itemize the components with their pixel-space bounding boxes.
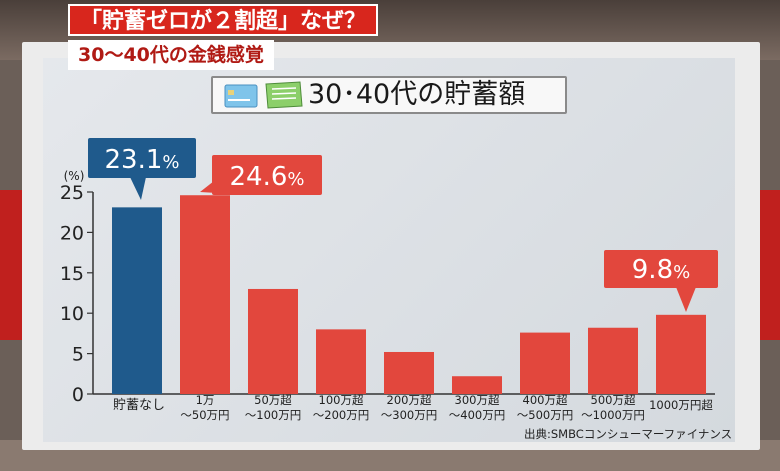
bar-1 <box>180 195 230 394</box>
x-tick-label-6-1: 〜500万円 <box>517 408 573 422</box>
x-tick-label-5-1: 〜400万円 <box>449 408 505 422</box>
y-tick-label: 5 <box>72 344 84 366</box>
x-tick-label-5-0: 300万超 <box>455 393 500 407</box>
x-tick-label-3-1: 〜200万円 <box>313 408 369 422</box>
y-tick-label: 10 <box>60 303 84 325</box>
bar-8 <box>656 314 706 394</box>
bar-3 <box>316 329 366 394</box>
data-label-0: 23.1% <box>105 145 180 175</box>
callout-box-0 <box>88 138 196 178</box>
source-note: 出典:SMBCコンシューマーファイナンス <box>524 427 733 441</box>
x-tick-label-3-0: 100万超 <box>319 393 364 407</box>
data-label-8: 9.8% <box>632 255 690 285</box>
x-tick-label-0-0: 貯蓄なし <box>113 398 165 413</box>
x-tick-label-4-1: 〜300万円 <box>381 408 437 422</box>
data-label-unit-0: % <box>162 152 179 173</box>
subheadline-caption: 30〜40代の金銭感覚 <box>68 40 274 70</box>
headline-caption: 「貯蓄ゼロが２割超」なぜ？ <box>68 4 379 36</box>
x-tick-label-1-1: 〜50万円 <box>180 408 229 422</box>
x-tick-label-4-0: 200万超 <box>387 393 432 407</box>
chart-title: 30･40代の貯蓄額 <box>308 79 526 110</box>
x-tick-label-7-1: 〜1000万円 <box>581 408 645 422</box>
x-tick-label-2-1: 〜100万円 <box>245 408 301 422</box>
x-tick-label-6-0: 400万超 <box>523 393 568 407</box>
callout-box-1 <box>212 155 322 195</box>
callout-pointer-0 <box>130 177 146 200</box>
bar-2 <box>248 288 298 394</box>
data-label-value-8: 9.8 <box>632 255 673 285</box>
y-tick-label: 25 <box>60 182 84 204</box>
x-tick-label-8-0: 1000万円超 <box>649 398 713 412</box>
bankbook-icon <box>265 81 303 109</box>
bar-0 <box>112 207 162 394</box>
bar-4 <box>384 351 434 394</box>
y-tick-label: 15 <box>60 263 84 285</box>
background-left-accent <box>0 190 22 340</box>
data-label-value-1: 24.6 <box>230 162 288 192</box>
callout-box-8 <box>604 250 718 288</box>
x-tick-label-2-0: 50万超 <box>254 393 292 407</box>
x-tick-label-7-0: 500万超 <box>591 393 636 407</box>
bar-7 <box>588 327 638 394</box>
x-tick-label-1-0: 1万 <box>196 393 215 407</box>
bar-5 <box>452 376 502 394</box>
data-label-unit-1: % <box>287 169 304 190</box>
data-label-value-0: 23.1 <box>105 145 163 175</box>
credit-card-icon <box>224 84 258 108</box>
y-tick-label: 20 <box>60 222 84 244</box>
background-right-accent <box>758 190 780 340</box>
y-axis-label: (%) <box>64 169 85 183</box>
data-label-unit-8: % <box>673 262 690 283</box>
callout-pointer-8 <box>676 287 696 312</box>
bar-6 <box>520 332 570 394</box>
y-tick-label: 0 <box>72 384 84 406</box>
data-label-1: 24.6% <box>230 162 305 192</box>
